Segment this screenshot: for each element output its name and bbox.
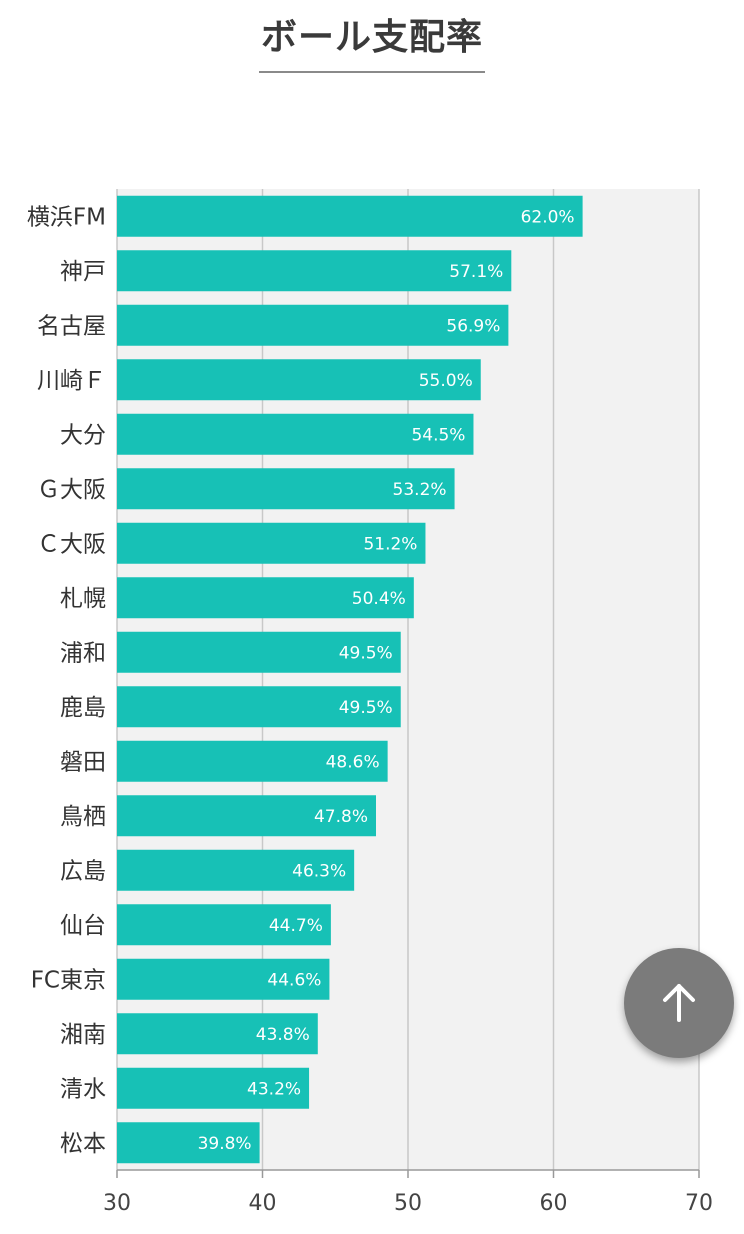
category-label: 横浜FM xyxy=(27,204,106,230)
bar xyxy=(117,304,509,346)
bar xyxy=(117,1067,310,1109)
bar xyxy=(117,686,401,728)
bar xyxy=(117,1013,318,1055)
bar xyxy=(117,795,376,837)
data-label: 47.8% xyxy=(314,807,368,827)
data-label: 56.9% xyxy=(446,316,500,336)
data-label: 51.2% xyxy=(363,534,417,554)
arrow-up-icon xyxy=(663,984,695,1022)
chart-title: ボール支配率 xyxy=(260,17,483,58)
bar xyxy=(117,631,401,673)
category-label: 湘南 xyxy=(60,1022,106,1048)
x-tick-label: 30 xyxy=(103,1191,131,1216)
category-label: 松本 xyxy=(60,1131,106,1157)
category-label: 川崎Ｆ xyxy=(37,368,106,394)
data-label: 50.4% xyxy=(352,589,406,609)
category-label: 仙台 xyxy=(60,913,106,939)
data-label: 49.5% xyxy=(339,643,393,663)
data-label: 43.8% xyxy=(256,1025,310,1045)
bar xyxy=(117,849,355,891)
title-underline xyxy=(259,71,485,73)
category-label: Ｃ大阪 xyxy=(37,531,106,557)
chart-header: ボール支配率 xyxy=(0,0,744,80)
bar xyxy=(117,413,474,455)
data-label: 46.3% xyxy=(292,861,346,881)
bar xyxy=(117,468,455,510)
data-label: 57.1% xyxy=(449,262,503,282)
category-label: 浦和 xyxy=(60,640,106,666)
data-label: 55.0% xyxy=(419,371,473,391)
bar xyxy=(117,904,331,946)
x-tick-label: 70 xyxy=(685,1191,713,1216)
bar xyxy=(117,958,330,1000)
data-label: 43.2% xyxy=(247,1079,301,1099)
data-label: 53.2% xyxy=(393,480,447,500)
category-label: 大分 xyxy=(60,422,106,448)
category-label: FC東京 xyxy=(31,967,106,993)
category-label: 鳥栖 xyxy=(60,804,106,830)
x-tick-label: 60 xyxy=(540,1191,568,1216)
bar xyxy=(117,359,481,401)
category-label: 磐田 xyxy=(60,749,106,775)
data-label: 49.5% xyxy=(339,698,393,718)
category-label: 神戸 xyxy=(60,259,106,285)
bar xyxy=(117,577,414,619)
bar xyxy=(117,195,583,237)
bar xyxy=(117,740,388,782)
x-tick-label: 50 xyxy=(394,1191,422,1216)
data-label: 39.8% xyxy=(198,1134,252,1154)
category-label: 名古屋 xyxy=(37,313,106,339)
bar xyxy=(117,1122,260,1164)
data-label: 44.6% xyxy=(267,970,321,990)
category-label: Ｇ大阪 xyxy=(37,477,106,503)
category-label: 清水 xyxy=(60,1076,106,1102)
category-label: 鹿島 xyxy=(60,695,106,721)
bar xyxy=(117,522,426,564)
data-label: 62.0% xyxy=(521,207,575,227)
scroll-to-top-button[interactable] xyxy=(624,948,734,1058)
data-label: 44.7% xyxy=(269,916,323,936)
x-tick-label: 40 xyxy=(249,1191,277,1216)
data-label: 54.5% xyxy=(411,425,465,445)
category-label: 広島 xyxy=(60,858,106,884)
category-label: 札幌 xyxy=(60,586,106,612)
data-label: 48.6% xyxy=(326,752,380,772)
bar xyxy=(117,250,512,292)
